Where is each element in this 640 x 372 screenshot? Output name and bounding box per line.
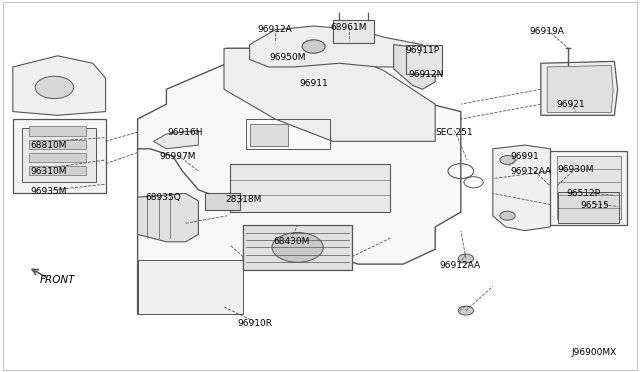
Bar — [333, 20, 374, 43]
Circle shape — [35, 76, 74, 99]
Bar — [29, 166, 86, 175]
Circle shape — [458, 254, 474, 263]
Circle shape — [500, 211, 515, 220]
Polygon shape — [541, 61, 618, 115]
Text: 96512P: 96512P — [566, 189, 601, 198]
Circle shape — [302, 40, 325, 53]
Bar — [243, 225, 352, 270]
Text: 96921: 96921 — [557, 100, 585, 109]
Bar — [29, 126, 86, 136]
Text: 96919A: 96919A — [530, 27, 564, 36]
Text: 68810M: 68810M — [30, 141, 67, 150]
Bar — [138, 260, 243, 314]
Bar — [29, 140, 86, 149]
Polygon shape — [138, 48, 461, 314]
Text: 96310M: 96310M — [30, 167, 67, 176]
Polygon shape — [250, 26, 422, 67]
Text: 68430M: 68430M — [273, 237, 309, 246]
Circle shape — [458, 306, 474, 315]
Bar — [29, 153, 86, 162]
Bar — [406, 45, 442, 74]
Text: 96950M: 96950M — [269, 53, 307, 62]
Bar — [246, 119, 330, 149]
Bar — [558, 192, 619, 223]
Text: 96912AA: 96912AA — [511, 167, 552, 176]
Polygon shape — [224, 48, 435, 141]
Bar — [250, 124, 288, 146]
Text: 96916H: 96916H — [168, 128, 204, 137]
Circle shape — [272, 232, 323, 262]
Text: 96515: 96515 — [581, 201, 609, 210]
Polygon shape — [154, 130, 198, 149]
Bar — [13, 119, 106, 193]
Text: 96910R: 96910R — [237, 319, 272, 328]
Text: 68961M: 68961M — [330, 23, 367, 32]
Text: 28318M: 28318M — [225, 195, 261, 203]
Polygon shape — [13, 56, 106, 115]
Text: 96930M: 96930M — [557, 165, 595, 174]
Text: FRONT: FRONT — [40, 275, 76, 285]
Circle shape — [500, 155, 515, 164]
Polygon shape — [493, 145, 550, 231]
Bar — [557, 156, 621, 219]
Text: 96912N: 96912N — [408, 70, 444, 79]
Text: 96935M: 96935M — [30, 187, 67, 196]
Text: J96900MX: J96900MX — [572, 348, 616, 357]
Text: 96912A: 96912A — [258, 25, 292, 34]
Polygon shape — [138, 193, 198, 242]
Bar — [205, 193, 240, 210]
Text: 68935Q: 68935Q — [145, 193, 181, 202]
Text: 96997M: 96997M — [159, 152, 196, 161]
Text: SEC.251: SEC.251 — [436, 128, 473, 137]
Bar — [550, 151, 627, 225]
Text: 96911: 96911 — [300, 79, 328, 88]
Bar — [22, 128, 96, 182]
Polygon shape — [547, 65, 613, 112]
Text: 96991: 96991 — [511, 152, 539, 161]
Text: 96911P: 96911P — [405, 46, 440, 55]
Bar — [230, 164, 390, 212]
Text: 96912AA: 96912AA — [439, 262, 480, 270]
Polygon shape — [394, 45, 435, 89]
